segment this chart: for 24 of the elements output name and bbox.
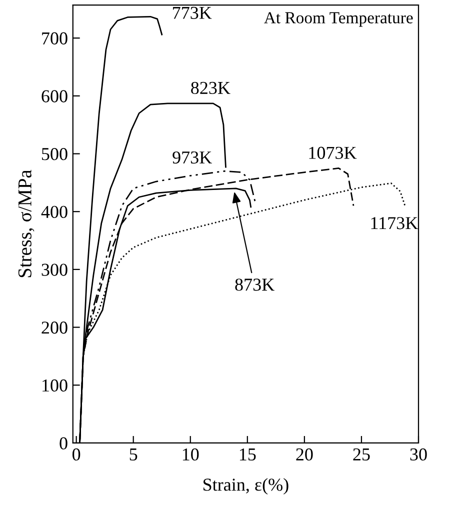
annotation: 823K [191, 82, 230, 94]
x-tick-label: 15 [240, 448, 256, 461]
annotation: 1073K [309, 146, 357, 159]
annotation: 773K [173, 6, 212, 19]
x-tick-label: 0 [72, 448, 80, 461]
y-tick-label: 0 [60, 437, 68, 450]
x-tick-label: 20 [296, 448, 313, 461]
y-tick-label: 300 [42, 264, 68, 276]
annotation: 973K [172, 151, 212, 164]
x-tick-label: 25 [353, 448, 370, 461]
annotation: 1173K [371, 217, 418, 230]
x-tick-label: 30 [410, 448, 427, 461]
annotation: At Room Temperature [264, 12, 413, 27]
annotation: 873K [235, 278, 274, 291]
y-tick-label: 100 [42, 379, 68, 392]
y-tick-label: 400 [41, 206, 68, 218]
x-tick-label: 5 [130, 448, 138, 461]
y-tick-label: 500 [42, 148, 68, 160]
y-tick-label: 700 [42, 32, 68, 44]
y-tick-label: 200 [42, 322, 68, 334]
y-tick-label: 600 [42, 90, 68, 102]
x-axis-title: Strain, ε(%) [204, 478, 288, 494]
y-axis-title: Stress, σ/MPa [18, 170, 34, 278]
x-tick-label: 10 [182, 448, 199, 461]
